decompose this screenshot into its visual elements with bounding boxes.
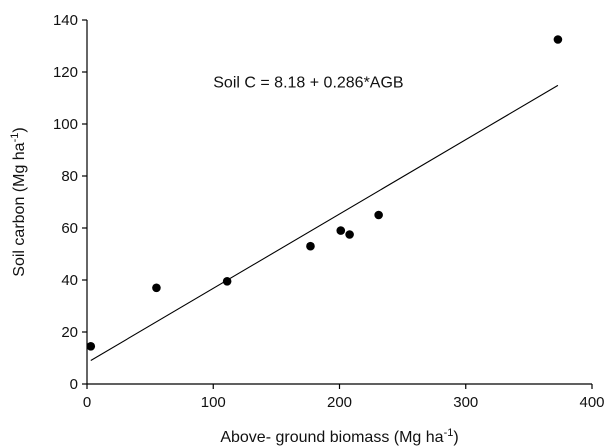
y-axis-title-text: Soil carbon (Mg ha: [11, 142, 28, 276]
x-axis-title-text: Above- ground biomass (Mg ha: [220, 429, 443, 446]
data-point: [152, 283, 161, 293]
y-tick-label: 60: [61, 220, 78, 237]
y-axis-title: Soil carbon (Mg ha-1): [9, 127, 28, 276]
data-point: [374, 210, 383, 220]
x-tick-label: 100: [201, 394, 226, 411]
data-point: [86, 342, 96, 351]
data-point: [306, 241, 315, 251]
plot-area: [86, 35, 563, 361]
y-tick-label: 80: [61, 168, 78, 185]
x-tick-label: 0: [83, 394, 91, 411]
data-point: [222, 277, 232, 286]
x-tick-label: 300: [453, 394, 478, 411]
x-tick-label: 200: [327, 394, 352, 411]
x-axis-title-superscript: -1: [444, 427, 454, 439]
x-tick-label: 400: [579, 394, 604, 411]
y-tick-label: 100: [53, 116, 78, 133]
y-tick-label: 40: [61, 272, 78, 289]
y-tick-label: 20: [61, 324, 78, 341]
y-tick-label: 0: [70, 376, 78, 393]
x-axis-title: Above- ground biomass (Mg ha-1): [220, 427, 458, 446]
axes: 0 20 40 60 80 100 120 140 0 100 200 300 400: [53, 12, 605, 411]
data-point: [553, 35, 563, 44]
regression-equation-label: Soil C = 8.18 + 0.286*AGB: [213, 75, 403, 92]
data-point: [345, 230, 354, 239]
data-point: [336, 226, 346, 235]
y-axis-title-superscript: -1: [9, 133, 21, 143]
y-tick-label: 120: [53, 64, 78, 81]
x-axis-title-close: ): [453, 429, 458, 446]
regression-line: [90, 84, 559, 361]
y-axis-title-close: ): [11, 127, 28, 132]
y-tick-label: 140: [53, 12, 78, 29]
